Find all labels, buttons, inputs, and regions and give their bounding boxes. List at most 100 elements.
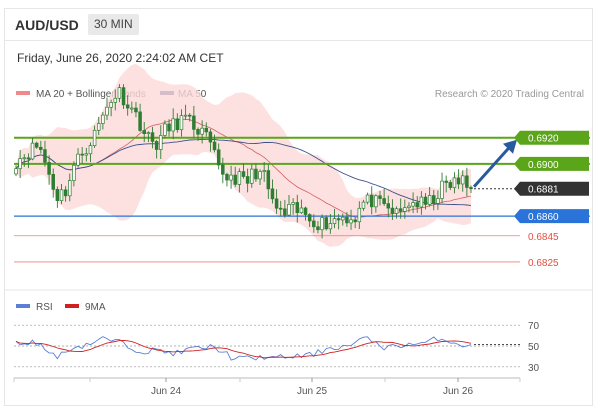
rsi-ma-line — [15, 339, 472, 359]
candle-body — [51, 174, 55, 190]
candle-body — [262, 170, 266, 172]
candle — [374, 194, 378, 213]
candle-body — [22, 157, 27, 160]
candle-body — [212, 141, 217, 151]
candle — [167, 119, 171, 137]
candle-body — [92, 129, 97, 147]
candle-body — [26, 157, 31, 160]
candle-body — [403, 207, 407, 212]
interval-selector[interactable]: 30 MIN — [88, 14, 139, 35]
candle-body — [469, 187, 473, 190]
rsi-tick-label: 70 — [528, 321, 540, 332]
candle-body — [266, 170, 271, 190]
candle-body — [278, 207, 283, 210]
rsi-panel: 70 50 30 — [14, 321, 540, 374]
candle-body — [138, 111, 142, 131]
candle — [465, 167, 469, 197]
candle-body — [303, 207, 308, 215]
candle-body — [258, 171, 262, 180]
candle-body — [121, 87, 126, 106]
candle — [237, 168, 242, 193]
candle-body — [63, 189, 68, 197]
price-level-label: 0.6845 — [528, 232, 559, 243]
candle-body — [84, 153, 89, 156]
candle — [142, 121, 146, 143]
candle-body — [233, 174, 237, 185]
candle-body — [59, 189, 64, 201]
candle — [43, 140, 47, 167]
candle-body — [320, 217, 324, 231]
candle — [303, 206, 308, 221]
time-tick-label: Jun 25 — [297, 386, 327, 397]
candle — [345, 212, 349, 227]
candle-body — [30, 142, 35, 160]
candle-body — [436, 198, 440, 204]
candle-body — [353, 219, 357, 223]
candle-body — [432, 195, 436, 204]
candle-body — [270, 188, 275, 200]
candle — [258, 169, 262, 186]
candle — [233, 166, 237, 188]
candle — [39, 140, 43, 154]
candle-body — [113, 97, 118, 103]
candle-body — [328, 223, 333, 230]
legend-swatch-9ma — [65, 304, 79, 308]
candle — [436, 190, 440, 210]
price-level-label: 0.6860 — [528, 212, 559, 223]
candle — [171, 108, 175, 140]
candle — [200, 120, 204, 144]
candle — [444, 175, 448, 193]
candle — [105, 97, 109, 121]
candle — [452, 172, 457, 194]
candle-body — [345, 216, 349, 224]
candle — [357, 201, 362, 229]
candle-body — [39, 146, 43, 150]
candlestick-layer — [14, 84, 473, 239]
time-tick-label: Jun 24 — [151, 386, 181, 397]
candle-body — [299, 207, 304, 213]
candle — [113, 89, 118, 111]
candle — [229, 165, 233, 189]
candle — [365, 192, 370, 205]
candle-body — [365, 194, 370, 203]
candle-body — [76, 153, 80, 166]
candle — [30, 137, 35, 161]
candle-body — [204, 127, 209, 133]
candle — [26, 153, 31, 169]
candle-body — [105, 106, 109, 116]
time-tick-label: Jun 26 — [443, 386, 473, 397]
candle-body — [18, 158, 22, 170]
price-legend: MA 20 + Bollinger Bands MA 50 Research ©… — [16, 89, 584, 100]
candle — [22, 154, 27, 167]
candle — [407, 202, 411, 213]
candle — [390, 199, 395, 220]
candle-body — [200, 127, 204, 135]
price-level-tag — [514, 156, 589, 171]
candle — [291, 198, 295, 215]
candle-body — [192, 115, 196, 130]
candle — [80, 147, 84, 164]
candle — [469, 185, 473, 193]
candle — [208, 128, 213, 152]
candle — [183, 104, 188, 120]
candle — [353, 217, 357, 229]
candle-body — [134, 107, 138, 113]
candle — [361, 199, 366, 211]
price-level-label: 0.6881 — [528, 185, 559, 196]
candle-body — [196, 129, 200, 135]
candle-body — [415, 202, 419, 208]
candle-body — [146, 132, 151, 135]
candle-body — [109, 102, 113, 108]
candle-body — [291, 202, 295, 205]
candle-body — [47, 162, 51, 175]
rsi-tick-label: 30 — [528, 363, 540, 374]
candle — [84, 147, 89, 162]
candle-body — [283, 208, 287, 216]
legend-label-9ma: 9MA — [85, 302, 106, 313]
candle-body — [167, 123, 171, 132]
price-level-label: 0.6920 — [528, 134, 559, 145]
candle — [154, 140, 159, 159]
candle-body — [336, 218, 341, 221]
candle — [440, 172, 444, 203]
candle-body — [171, 118, 175, 132]
